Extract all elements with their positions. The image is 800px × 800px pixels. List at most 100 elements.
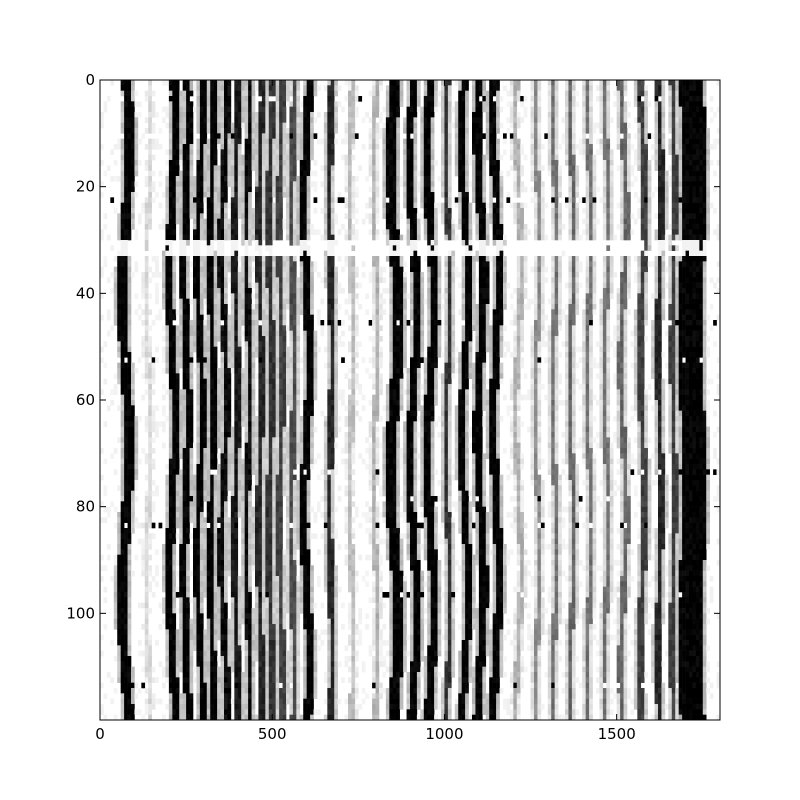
heatmap-cell <box>427 218 431 225</box>
heatmap-cell <box>306 266 311 273</box>
heatmap-cell <box>627 229 631 235</box>
heatmap-cell <box>110 245 115 251</box>
heatmap-cell <box>447 208 452 214</box>
heatmap-cell <box>664 282 669 289</box>
heatmap-cell <box>451 218 456 225</box>
heatmap-cell <box>275 176 280 182</box>
heatmap-cell <box>437 202 442 209</box>
heatmap-cell <box>565 138 569 145</box>
heatmap-cell <box>420 138 425 145</box>
heatmap-cell <box>503 272 507 278</box>
heatmap-cell <box>227 277 232 283</box>
heatmap-cell <box>530 96 535 102</box>
heatmap-cell <box>392 293 397 299</box>
heatmap-cell <box>702 240 707 246</box>
heatmap-cell <box>413 256 418 262</box>
heatmap-cell <box>530 176 535 182</box>
heatmap-cell <box>148 85 152 91</box>
heatmap-cell <box>623 176 628 182</box>
heatmap-cell <box>392 197 397 203</box>
heatmap-cell <box>182 234 187 241</box>
heatmap-cell <box>368 133 373 139</box>
heatmap-cell <box>523 277 528 283</box>
heatmap-cell <box>213 282 218 289</box>
heatmap-cell <box>220 170 225 177</box>
heatmap-cell <box>348 266 352 273</box>
heatmap-cell <box>106 277 111 283</box>
heatmap-cell <box>255 186 259 193</box>
heatmap-cell <box>706 234 710 241</box>
heatmap-cell <box>478 218 483 225</box>
heatmap-cell <box>244 240 249 246</box>
heatmap-cell <box>589 117 593 123</box>
heatmap-cell <box>224 90 228 97</box>
heatmap-cell <box>351 208 356 214</box>
heatmap-cell <box>413 266 418 273</box>
heatmap-cell <box>103 261 108 267</box>
heatmap-cell <box>695 112 700 118</box>
heatmap-cell <box>654 213 659 219</box>
heatmap-cell <box>506 170 511 177</box>
heatmap-cell <box>199 101 204 107</box>
heatmap-cell <box>110 176 115 182</box>
heatmap-cell <box>348 112 352 118</box>
heatmap-cell <box>182 112 187 118</box>
heatmap-cell <box>396 240 400 246</box>
heatmap-cell <box>306 256 311 262</box>
heatmap-cell <box>475 213 480 219</box>
heatmap-cell <box>616 122 621 129</box>
heatmap-cell <box>241 181 245 187</box>
heatmap-cell <box>255 224 259 230</box>
heatmap-cell <box>671 101 676 107</box>
heatmap-cell <box>234 128 239 134</box>
heatmap-cell <box>689 106 693 113</box>
heatmap-cell <box>506 197 511 203</box>
heatmap-cell <box>237 277 242 283</box>
heatmap-cell <box>540 224 545 230</box>
heatmap-cell <box>465 229 469 235</box>
heatmap-cell <box>203 117 208 123</box>
heatmap-cell <box>406 160 411 166</box>
heatmap-cell <box>444 213 449 219</box>
heatmap-cell <box>127 192 132 198</box>
heatmap-cell <box>117 229 121 235</box>
heatmap-cell <box>389 256 394 262</box>
heatmap-cell <box>396 250 400 257</box>
heatmap-cell <box>323 138 328 145</box>
heatmap-cell <box>444 186 449 193</box>
heatmap-cell <box>131 218 135 225</box>
heatmap-cell <box>124 101 128 107</box>
heatmap-cell <box>427 250 431 257</box>
heatmap-cell <box>627 213 631 219</box>
heatmap-cell <box>568 117 573 123</box>
heatmap-cell <box>702 197 707 203</box>
heatmap-cell <box>282 122 287 129</box>
heatmap-cell <box>237 202 242 209</box>
heatmap-cell <box>571 90 576 97</box>
heatmap-cell <box>675 133 679 139</box>
heatmap-cell <box>637 117 642 123</box>
heatmap-cell <box>568 282 573 289</box>
heatmap-cell <box>351 186 356 193</box>
heatmap-cell <box>534 208 538 214</box>
heatmap-cell <box>165 181 170 187</box>
heatmap-cell <box>261 192 266 198</box>
heatmap-cell <box>554 282 559 289</box>
heatmap-cell <box>344 170 349 177</box>
heatmap-cell <box>296 192 301 198</box>
heatmap-cell <box>685 160 690 166</box>
heatmap-cell <box>292 80 297 86</box>
heatmap-cell <box>568 186 573 193</box>
heatmap-cell <box>258 112 263 118</box>
heatmap-cell <box>668 181 673 187</box>
heatmap-cell <box>227 202 232 209</box>
heatmap-cell <box>306 149 311 155</box>
heatmap-cell <box>675 90 679 97</box>
heatmap-cell <box>413 176 418 182</box>
heatmap-cell <box>695 165 700 171</box>
heatmap-cell <box>410 96 414 102</box>
heatmap-cell <box>379 266 383 273</box>
heatmap-cell <box>289 85 294 91</box>
heatmap-cell <box>602 229 607 235</box>
heatmap-cell <box>410 160 414 166</box>
